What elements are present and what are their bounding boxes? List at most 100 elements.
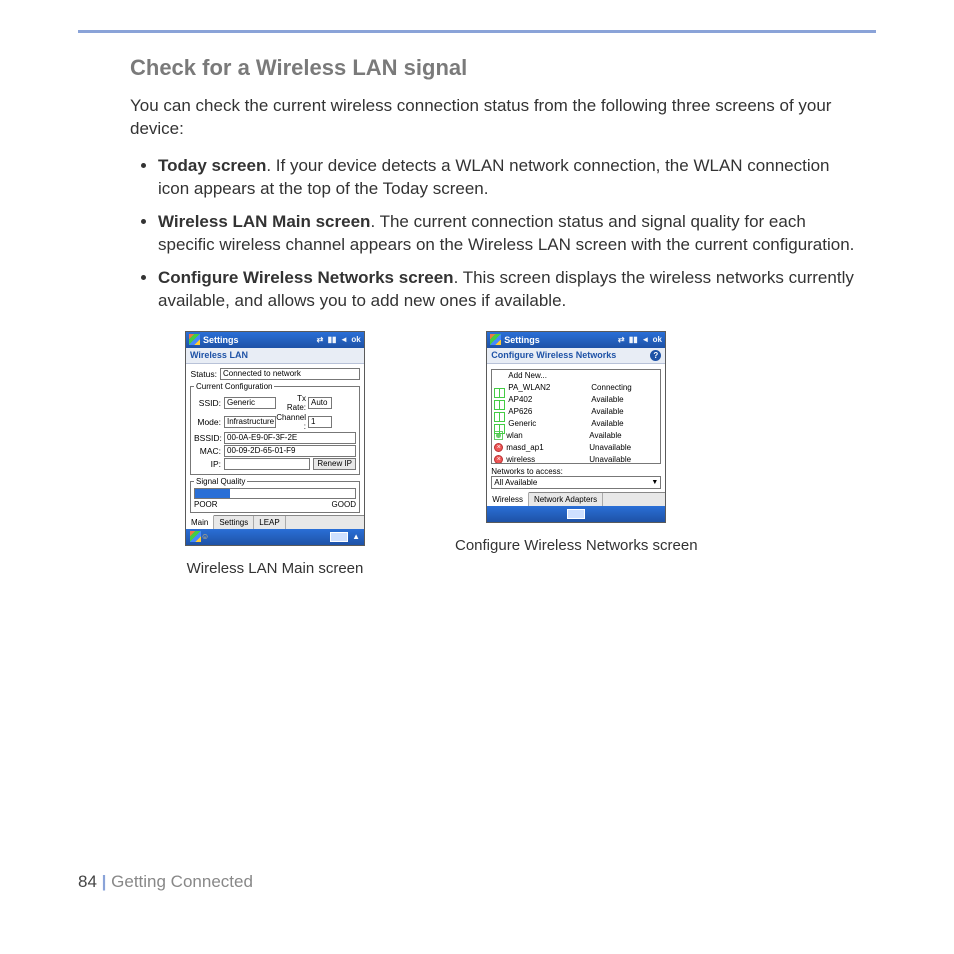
page-footer: 84 | Getting Connected xyxy=(78,872,253,892)
poor-label: POOR xyxy=(194,500,218,509)
unavailable-icon: × xyxy=(494,455,503,464)
network-row[interactable]: wlanAvailable xyxy=(492,430,660,442)
bullet-title: Configure Wireless Networks screen xyxy=(158,268,454,287)
titlebar: Settings ⇄ ▮▮ ◄ ok xyxy=(487,332,665,348)
screenshot-col-2: Settings ⇄ ▮▮ ◄ ok Configure Wireless Ne… xyxy=(455,331,698,577)
mac-field: 00-09-2D-65-01-F9 xyxy=(224,445,356,457)
network-row[interactable]: GenericAvailable xyxy=(492,418,660,430)
group-legend: Current Configuration xyxy=(194,382,274,391)
tab-adapters[interactable]: Network Adapters xyxy=(529,493,603,506)
status-label: Status: xyxy=(190,369,220,379)
keyboard-icon[interactable] xyxy=(330,532,348,542)
ip-label: IP: xyxy=(194,459,224,469)
page-number: 84 xyxy=(78,872,97,891)
txrate-field[interactable]: Auto xyxy=(308,397,332,409)
keyboard-icon[interactable] xyxy=(567,509,585,519)
bssid-field: 00-0A-E9-0F-3F-2E xyxy=(224,432,356,444)
screen-subtitle: Wireless LAN xyxy=(186,348,364,364)
tab-leap[interactable]: LEAP xyxy=(254,516,285,529)
network-row[interactable]: AP626Available xyxy=(492,406,660,418)
bullet-list: Today screen. If your device detects a W… xyxy=(130,155,864,313)
network-status: Available xyxy=(591,407,623,416)
status-field: Connected to network xyxy=(220,368,360,380)
configure-networks-screenshot: Settings ⇄ ▮▮ ◄ ok Configure Wireless Ne… xyxy=(486,331,666,523)
windows-flag-icon xyxy=(490,334,501,345)
start-icon[interactable] xyxy=(190,531,201,542)
network-status: Unavailable xyxy=(589,443,631,452)
screen-subtitle: Configure Wireless Networks ? xyxy=(487,348,665,364)
network-row[interactable]: AP402Available xyxy=(492,394,660,406)
network-row[interactable]: ×wirelessUnavailable xyxy=(492,454,660,464)
bullet-title: Wireless LAN Main screen xyxy=(158,212,370,231)
bullet-item: Wireless LAN Main screen. The current co… xyxy=(158,211,864,257)
network-name: AP402 xyxy=(508,395,588,404)
txrate-label: Tx Rate: xyxy=(276,394,308,412)
tab-row: Main Settings LEAP xyxy=(186,515,364,529)
network-name: wireless xyxy=(506,455,586,464)
network-list: Add New... PA_WLAN2ConnectingAP402Availa… xyxy=(491,369,661,464)
help-icon[interactable]: ? xyxy=(650,350,661,361)
ip-field[interactable] xyxy=(224,458,310,470)
network-row[interactable]: ×masd_ap1Unavailable xyxy=(492,442,660,454)
access-label: Networks to access: xyxy=(491,467,661,476)
network-status: Unavailable xyxy=(589,455,631,464)
section-heading: Check for a Wireless LAN signal xyxy=(130,55,864,81)
speaker-icon: ◄ xyxy=(339,335,349,345)
titlebar-text: Settings xyxy=(203,335,239,345)
signal-icon: ▮▮ xyxy=(327,335,337,345)
unavailable-icon: × xyxy=(494,443,503,452)
tab-settings[interactable]: Settings xyxy=(214,516,254,529)
network-name: PA_WLAN2 xyxy=(508,383,588,392)
ssid-field[interactable]: Generic xyxy=(224,397,276,409)
tab-row: Wireless Network Adapters xyxy=(487,492,665,506)
titlebar-text: Settings xyxy=(504,335,540,345)
network-status: Available xyxy=(589,431,621,440)
renew-ip-button[interactable]: Renew IP xyxy=(313,458,356,470)
add-new-row[interactable]: Add New... xyxy=(492,370,660,382)
bssid-label: BSSID: xyxy=(194,433,224,443)
menu-arrow-icon[interactable]: ▲ xyxy=(352,532,360,541)
network-name: masd_ap1 xyxy=(506,443,586,452)
connectivity-icon: ⇄ xyxy=(616,335,626,345)
wlan-main-screenshot: Settings ⇄ ▮▮ ◄ ok Wireless LAN Status: … xyxy=(185,331,365,546)
tab-main[interactable]: Main xyxy=(186,515,214,529)
network-status: Available xyxy=(591,395,623,404)
network-status: Available xyxy=(591,419,623,428)
dropdown-arrow-icon: ▼ xyxy=(651,479,658,486)
page-content: Check for a Wireless LAN signal You can … xyxy=(130,55,864,577)
caption-2: Configure Wireless Networks screen xyxy=(455,537,698,554)
soft-key-bar: ☺ ▲ xyxy=(186,529,364,545)
channel-field[interactable]: 1 xyxy=(308,416,332,428)
ssid-label: SSID: xyxy=(194,398,224,408)
bullet-title: Today screen xyxy=(158,156,266,175)
signal-bar xyxy=(194,488,356,499)
mode-field[interactable]: Infrastructure xyxy=(224,416,276,428)
subtitle-text: Configure Wireless Networks xyxy=(491,350,616,360)
header-rule xyxy=(78,30,876,33)
screenshots-row: Settings ⇄ ▮▮ ◄ ok Wireless LAN Status: … xyxy=(185,331,864,577)
good-label: GOOD xyxy=(332,500,356,509)
network-row[interactable]: PA_WLAN2Connecting xyxy=(492,382,660,394)
caption-1: Wireless LAN Main screen xyxy=(187,560,364,577)
mode-label: Mode: xyxy=(194,417,224,427)
footer-divider: | xyxy=(102,872,111,891)
bullet-item: Configure Wireless Networks screen. This… xyxy=(158,267,864,313)
bullet-item: Today screen. If your device detects a W… xyxy=(158,155,864,201)
network-name: AP626 xyxy=(508,407,588,416)
soft-key-bar xyxy=(487,506,665,522)
mac-label: MAC: xyxy=(194,446,224,456)
signal-icon: ▮▮ xyxy=(628,335,638,345)
channel-label: Channel : xyxy=(276,413,308,431)
access-value: All Available xyxy=(494,478,537,487)
access-dropdown[interactable]: All Available ▼ xyxy=(491,476,661,489)
ok-button[interactable]: ok xyxy=(351,335,361,345)
network-name: wlan xyxy=(506,431,586,440)
ok-button[interactable]: ok xyxy=(652,335,662,345)
signal-fill xyxy=(195,489,230,498)
tab-wireless[interactable]: Wireless xyxy=(487,492,529,506)
titlebar: Settings ⇄ ▮▮ ◄ ok xyxy=(186,332,364,348)
network-name: Generic xyxy=(508,419,588,428)
signal-quality-group: Signal Quality POOR GOOD xyxy=(190,477,360,513)
add-new-label: Add New... xyxy=(508,371,547,380)
connectivity-icon: ⇄ xyxy=(315,335,325,345)
